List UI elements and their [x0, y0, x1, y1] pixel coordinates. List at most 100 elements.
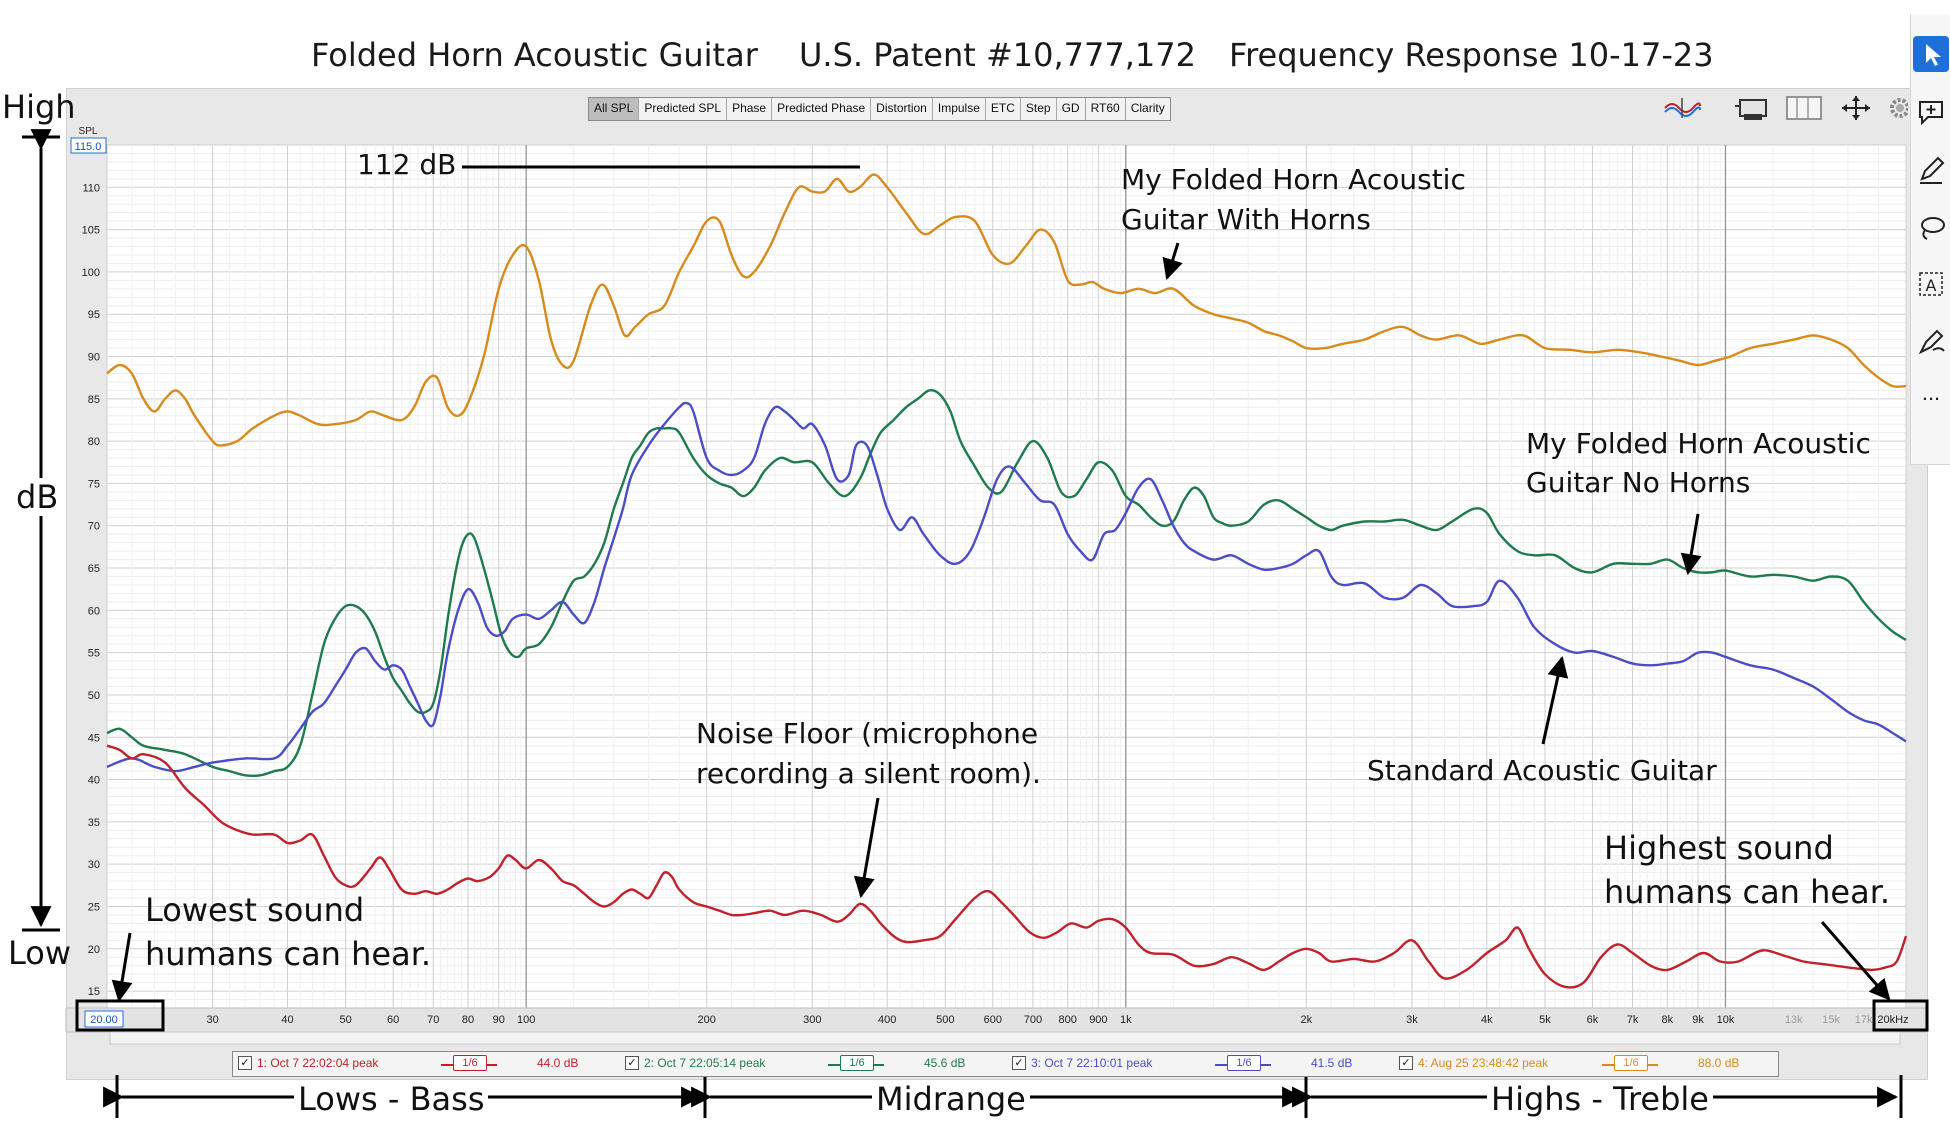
x-tick-label: 10k — [1717, 1014, 1735, 1026]
legend-trace-name[interactable]: 4: Aug 25 23:48:42 peak — [1418, 1056, 1549, 1070]
capture-icon[interactable] — [1732, 94, 1772, 122]
pen-icon[interactable] — [1913, 152, 1949, 188]
legend-smoothing[interactable]: 1/6 — [453, 1055, 487, 1071]
y-tick-label: 95 — [88, 309, 100, 321]
x-tick-label: 600 — [984, 1014, 1002, 1026]
x-tick-label: 100 — [517, 1014, 535, 1026]
y-tick-label: 40 — [88, 775, 100, 787]
legend-smoothing[interactable]: 1/6 — [1614, 1055, 1648, 1071]
tab-clarity[interactable]: Clarity — [1130, 101, 1165, 115]
series-line-3 — [106, 401, 1907, 773]
y-tick-label: 50 — [88, 690, 100, 702]
band-lows-label: Lows - Bass — [294, 1080, 489, 1118]
more-icon[interactable]: ... — [1921, 380, 1941, 405]
highest-sound-label: Highest sound humans can hear. — [1604, 829, 1891, 911]
y-unit-label: SPL — [79, 126, 98, 137]
x-tick-label: 17k — [1855, 1014, 1873, 1026]
legend-checkbox[interactable]: ✓ — [1399, 1056, 1413, 1070]
peak-db-label: 112 dB — [357, 148, 457, 181]
x-tick-label: 8k — [1662, 1014, 1674, 1026]
legend-level: 41.5 dB — [1311, 1056, 1353, 1070]
tab-step[interactable]: Step — [1021, 98, 1057, 120]
x-tick-label: 1k — [1120, 1014, 1132, 1026]
y-tick-label: 55 — [88, 648, 100, 660]
legend-trace-name[interactable]: 2: Oct 7 22:05:14 peak — [644, 1056, 766, 1070]
settings-icon[interactable] — [1886, 94, 1908, 122]
y-tick-label: 105 — [82, 225, 100, 237]
lowest-frequency-box — [75, 999, 165, 1032]
y-tick-label: 90 — [88, 352, 100, 364]
add-comment-icon[interactable] — [1913, 94, 1949, 130]
tab-gd[interactable]: GD — [1057, 98, 1086, 120]
series-line-4 — [106, 744, 1908, 989]
x-tick-label: 6k — [1587, 1014, 1599, 1026]
tab-rt60[interactable]: RT60 — [1086, 98, 1126, 120]
tab-etc[interactable]: ETC — [986, 98, 1021, 120]
axis-db-label: dB — [16, 478, 59, 516]
y-tick-label: 85 — [88, 394, 100, 406]
legend-level: 88.0 dB — [1698, 1056, 1740, 1070]
tab-distortion[interactable]: Distortion — [871, 98, 933, 120]
y-max-value[interactable]: 115.0 — [75, 141, 102, 153]
x-tick-label: 30 — [206, 1014, 218, 1026]
with-horns-arrow — [1162, 242, 1183, 281]
x-tick-label: 2k — [1301, 1014, 1313, 1026]
x-tick-label: 15k — [1822, 1014, 1840, 1026]
with-horns-label: My Folded Horn Acoustic Guitar With Horn… — [1121, 163, 1466, 236]
page-title: Folded Horn Acoustic Guitar U.S. Patent … — [0, 28, 1910, 84]
y-tick-label: 65 — [88, 563, 100, 575]
y-tick-label: 70 — [88, 521, 100, 533]
y-tick-label: 80 — [88, 436, 100, 448]
noise-floor-arrow — [853, 797, 880, 899]
x-tick-label: 13k — [1785, 1014, 1803, 1026]
title-guitar-name: Folded Horn Acoustic Guitar — [311, 36, 758, 74]
x-max-value: 20kHz — [1877, 1014, 1908, 1026]
x-scrollbar[interactable] — [109, 1031, 1901, 1045]
y-max-field — [70, 137, 107, 154]
legend-trace-name[interactable]: 1: Oct 7 22:02:04 peak — [257, 1056, 379, 1070]
lasso-icon[interactable] — [1913, 210, 1949, 246]
tab-predicted-spl[interactable]: Predicted SPL — [639, 98, 728, 120]
legend-level: 45.6 dB — [924, 1056, 966, 1070]
no-horns-label: My Folded Horn Acoustic Guitar No Horns — [1526, 427, 1871, 499]
no-horns-arrow — [1680, 513, 1702, 576]
grid — [106, 144, 1907, 1008]
x-tick-label: 500 — [936, 1014, 954, 1026]
series-line-1 — [106, 173, 1907, 447]
overlay-traces-icon[interactable] — [1662, 94, 1702, 122]
x-tick-label: 900 — [1089, 1014, 1107, 1026]
tab-impulse[interactable]: Impulse — [933, 98, 986, 120]
trace-legend: ✓ 1: Oct 7 22:02:04 peak 1/6 44.0 dB ✓ 2: Oct… — [232, 1051, 1779, 1077]
tab-all-spl[interactable]: All SPL — [589, 98, 640, 120]
x-tick-label: 70 — [427, 1014, 439, 1026]
legend-level: 44.0 dB — [537, 1056, 579, 1070]
legend-checkbox[interactable]: ✓ — [1012, 1056, 1026, 1070]
x-tick-label: 200 — [697, 1014, 715, 1026]
y-tick-label: 25 — [88, 901, 100, 913]
legend-trace-name[interactable]: 3: Oct 7 22:10:01 peak — [1031, 1056, 1153, 1070]
layout-icon[interactable] — [1784, 94, 1824, 122]
y-tick-label: 100 — [82, 267, 100, 279]
x-min-value[interactable]: 20.00 — [90, 1014, 118, 1026]
noise-floor-label: Noise Floor (microphone recording a sile… — [696, 717, 1041, 790]
legend-smoothing[interactable]: 1/6 — [840, 1055, 874, 1071]
tab-predicted-phase[interactable]: Predicted Phase — [772, 98, 872, 120]
standard-guitar-label: Standard Acoustic Guitar — [1367, 754, 1717, 787]
text-box-icon[interactable]: A — [1913, 266, 1949, 302]
legend-smoothing[interactable]: 1/6 — [1227, 1055, 1261, 1071]
x-tick-label: 40 — [281, 1014, 293, 1026]
legend-checkbox[interactable]: ✓ — [625, 1056, 639, 1070]
x-tick-label: 800 — [1059, 1014, 1077, 1026]
y-tick-label: 110 — [82, 182, 100, 194]
band-mid-label: Midrange — [872, 1080, 1030, 1118]
x-tick-label: 300 — [803, 1014, 821, 1026]
select-pointer-icon[interactable] — [1913, 36, 1949, 72]
move-pan-icon[interactable] — [1836, 94, 1876, 122]
lowest-sound-arrow — [111, 932, 133, 1003]
legend-checkbox[interactable]: ✓ — [238, 1056, 252, 1070]
x-tick-label: 9k — [1692, 1014, 1704, 1026]
x-tick-label: 80 — [462, 1014, 474, 1026]
draw-shape-icon[interactable] — [1913, 324, 1949, 360]
tab-phase[interactable]: Phase — [727, 98, 773, 120]
